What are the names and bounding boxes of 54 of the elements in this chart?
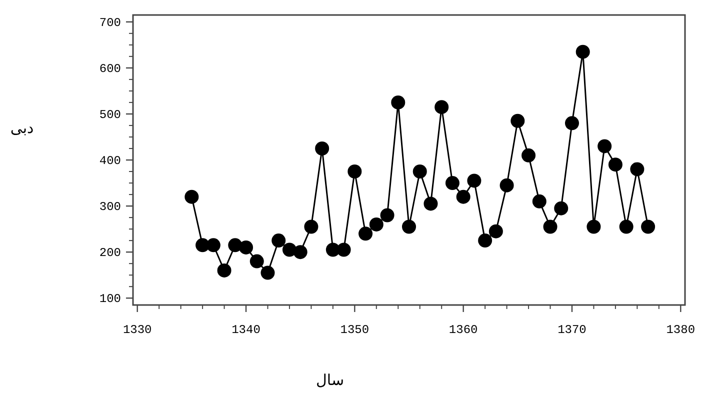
point: [217, 263, 232, 278]
y-tick-label: 200: [99, 246, 121, 260]
x-tick-label: 1350: [340, 323, 370, 337]
x-tick-label: 1360: [448, 323, 478, 337]
point: [478, 234, 492, 248]
point: [456, 190, 470, 204]
point: [336, 242, 351, 257]
point: [445, 176, 460, 190]
point: [348, 164, 362, 179]
point: [586, 220, 601, 234]
point: [630, 162, 644, 176]
point: [564, 116, 579, 130]
point: [272, 234, 286, 248]
x-tick-label: 1380: [666, 323, 696, 337]
point: [206, 238, 220, 252]
point: [304, 220, 318, 234]
point: [500, 178, 514, 192]
point: [532, 194, 546, 208]
point: [467, 174, 482, 188]
y-tick-label: 100: [99, 292, 121, 306]
point: [369, 217, 384, 232]
point: [402, 220, 416, 234]
x-tick-label: 1330: [122, 323, 152, 337]
y-tick-label: 500: [99, 108, 121, 122]
point: [619, 220, 634, 234]
x-tick-label: 1370: [558, 323, 586, 337]
point: [424, 196, 438, 211]
point: [315, 141, 330, 156]
point: [598, 139, 612, 154]
point: [641, 220, 656, 234]
point: [391, 95, 406, 110]
point: [260, 266, 275, 280]
point: [293, 245, 308, 260]
point: [576, 44, 590, 59]
y-tick-label: 300: [99, 200, 121, 214]
point: [522, 148, 536, 162]
point: [554, 201, 568, 216]
point: [510, 114, 525, 128]
point: [358, 226, 373, 241]
y-tick-label: 400: [99, 154, 121, 168]
point: [184, 190, 199, 204]
point: [608, 158, 622, 172]
point: [250, 254, 264, 268]
point: [543, 220, 558, 234]
x-axis-title: سال: [316, 371, 344, 389]
point: [488, 224, 503, 238]
y-tick-label: 700: [99, 16, 121, 30]
point: [239, 240, 254, 254]
point: [380, 208, 394, 222]
point: [434, 100, 449, 114]
y-axis-title: دبی: [10, 119, 34, 137]
x-tick-label: 1340: [232, 323, 260, 337]
point: [412, 164, 427, 179]
y-tick-label: 600: [99, 62, 121, 76]
